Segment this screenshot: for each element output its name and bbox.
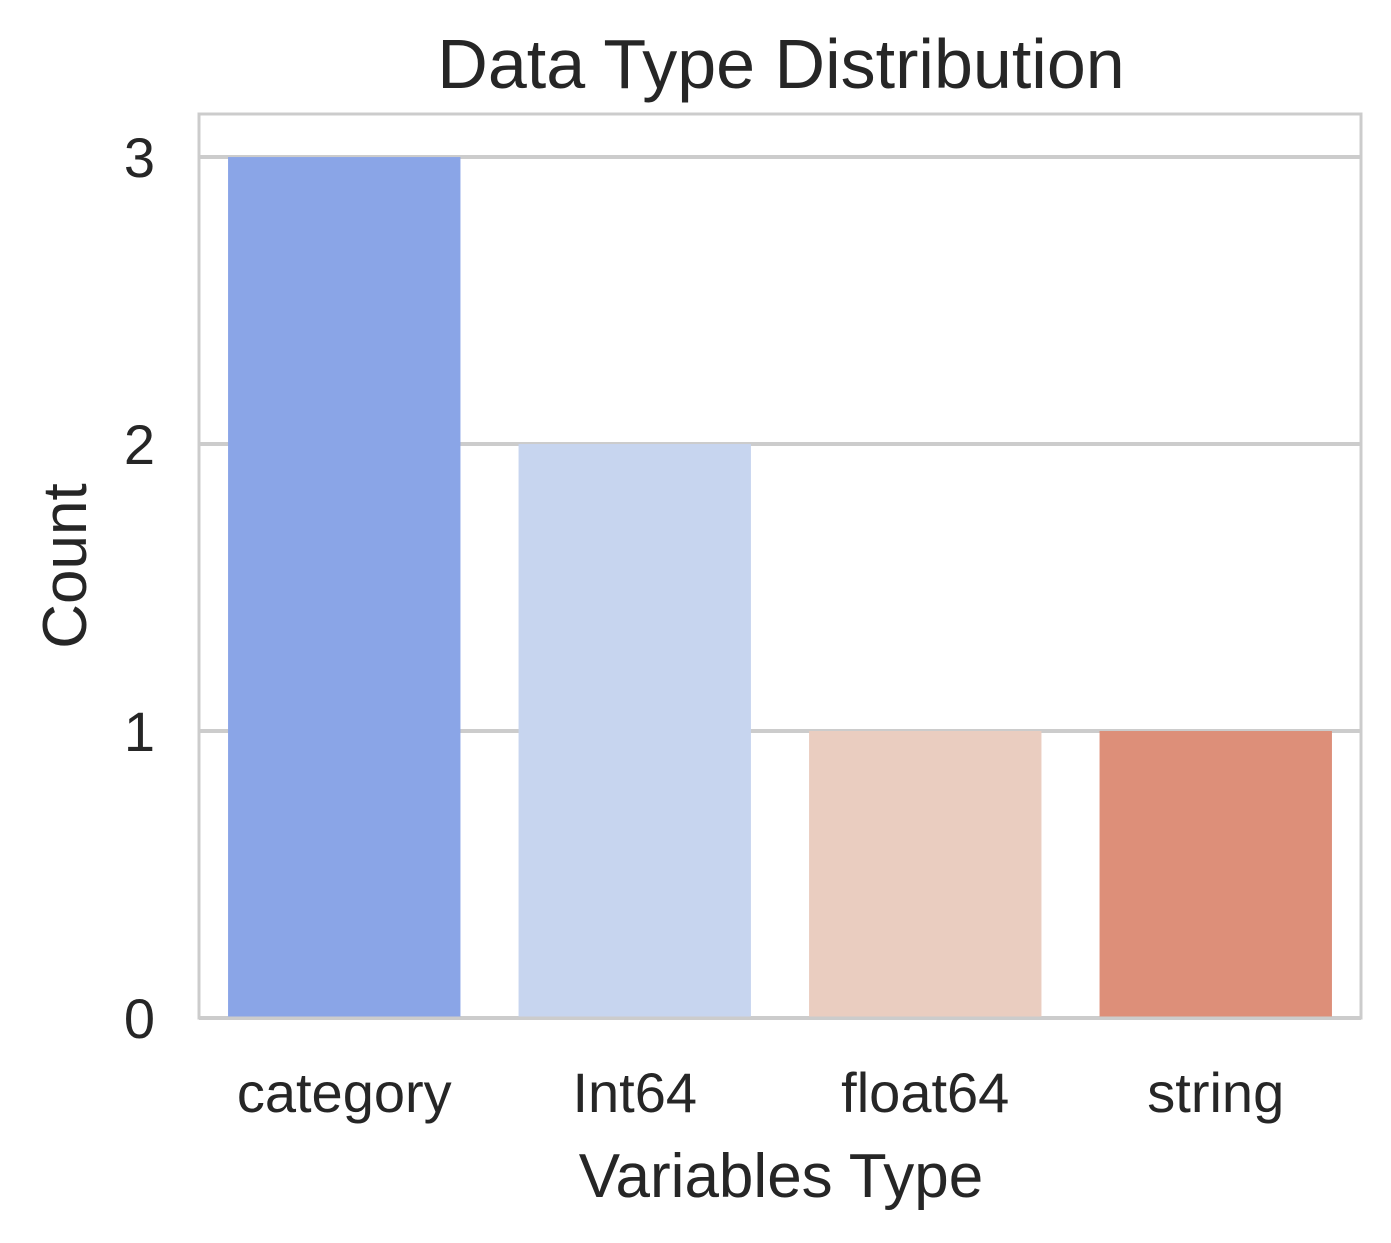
- y-tick-label: 0: [124, 987, 155, 1050]
- bar-category: [228, 157, 461, 1019]
- y-tick-label: 2: [124, 413, 155, 476]
- x-axis-label: Variables Type: [579, 1142, 983, 1211]
- x-tick-labels: category Int64 float64 string: [237, 1061, 1284, 1124]
- bar-int64: [518, 444, 751, 1018]
- x-tick-label: category: [237, 1061, 452, 1124]
- chart-title: Data Type Distribution: [437, 25, 1124, 103]
- y-axis-label: Count: [31, 483, 100, 648]
- y-tick-label: 1: [124, 700, 155, 763]
- bar-string: [1099, 731, 1332, 1018]
- y-tick-label: 3: [124, 126, 155, 189]
- bars: [228, 157, 1332, 1019]
- x-tick-label: string: [1147, 1061, 1284, 1124]
- x-tick-label: Int64: [572, 1061, 697, 1124]
- x-tick-label: float64: [841, 1061, 1009, 1124]
- y-tick-labels: 0 1 2 3: [124, 126, 155, 1050]
- plot-frame: [197, 112, 1363, 1020]
- bar-float64: [809, 731, 1042, 1018]
